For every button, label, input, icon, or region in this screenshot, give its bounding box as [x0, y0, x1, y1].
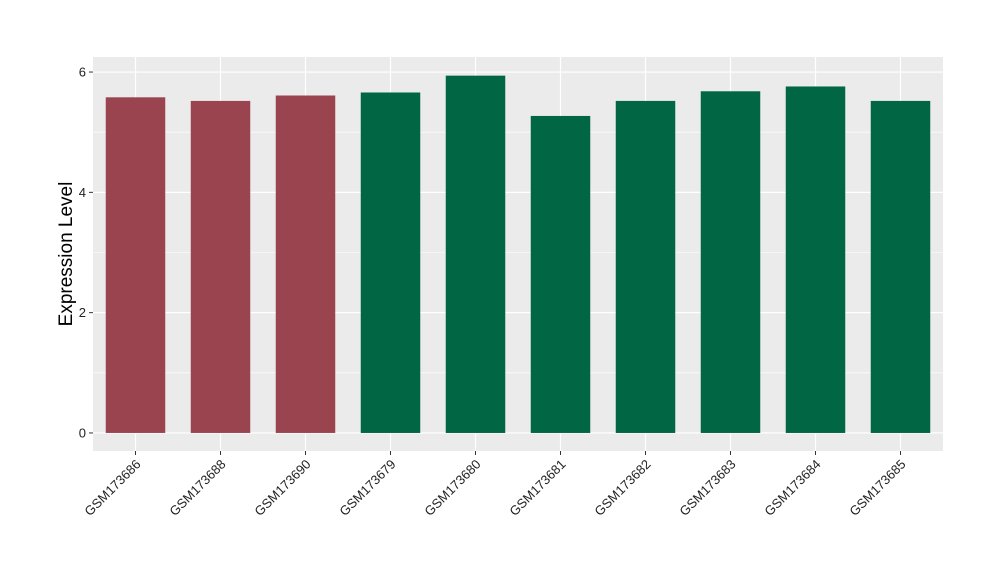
- x-tick-label: GSM173690: [251, 457, 313, 519]
- y-tick-label: 0: [79, 425, 86, 440]
- x-tick-label: GSM173680: [421, 457, 483, 519]
- bar: [105, 97, 166, 433]
- y-tick-label: 4: [79, 185, 86, 200]
- bar: [360, 92, 421, 433]
- bars: [105, 75, 931, 433]
- x-tick-label: GSM173686: [81, 457, 143, 519]
- y-tick-label: 2: [79, 305, 86, 320]
- bar: [275, 95, 336, 433]
- x-tick-label: GSM173683: [676, 457, 738, 519]
- bar: [870, 100, 931, 433]
- bar: [615, 100, 676, 433]
- bar: [190, 100, 251, 433]
- y-axis-title: Expression Level: [56, 182, 77, 327]
- x-tick-label: GSM173688: [166, 457, 228, 519]
- x-axis: GSM173686 GSM173688 GSM173690 GSM173679 GSM1…: [81, 451, 909, 519]
- x-tick-label: GSM173681: [506, 457, 568, 519]
- bar: [785, 86, 846, 433]
- bar: [445, 75, 506, 433]
- bar: [530, 115, 591, 433]
- x-tick-label: GSM173685: [846, 457, 908, 519]
- bar: [700, 91, 761, 433]
- x-tick-label: GSM173682: [591, 457, 653, 519]
- x-tick-label: GSM173684: [761, 457, 823, 519]
- y-tick-label: 6: [79, 65, 86, 80]
- x-tick-label: GSM173679: [336, 457, 398, 519]
- y-axis: 0 2 4 6: [79, 65, 93, 440]
